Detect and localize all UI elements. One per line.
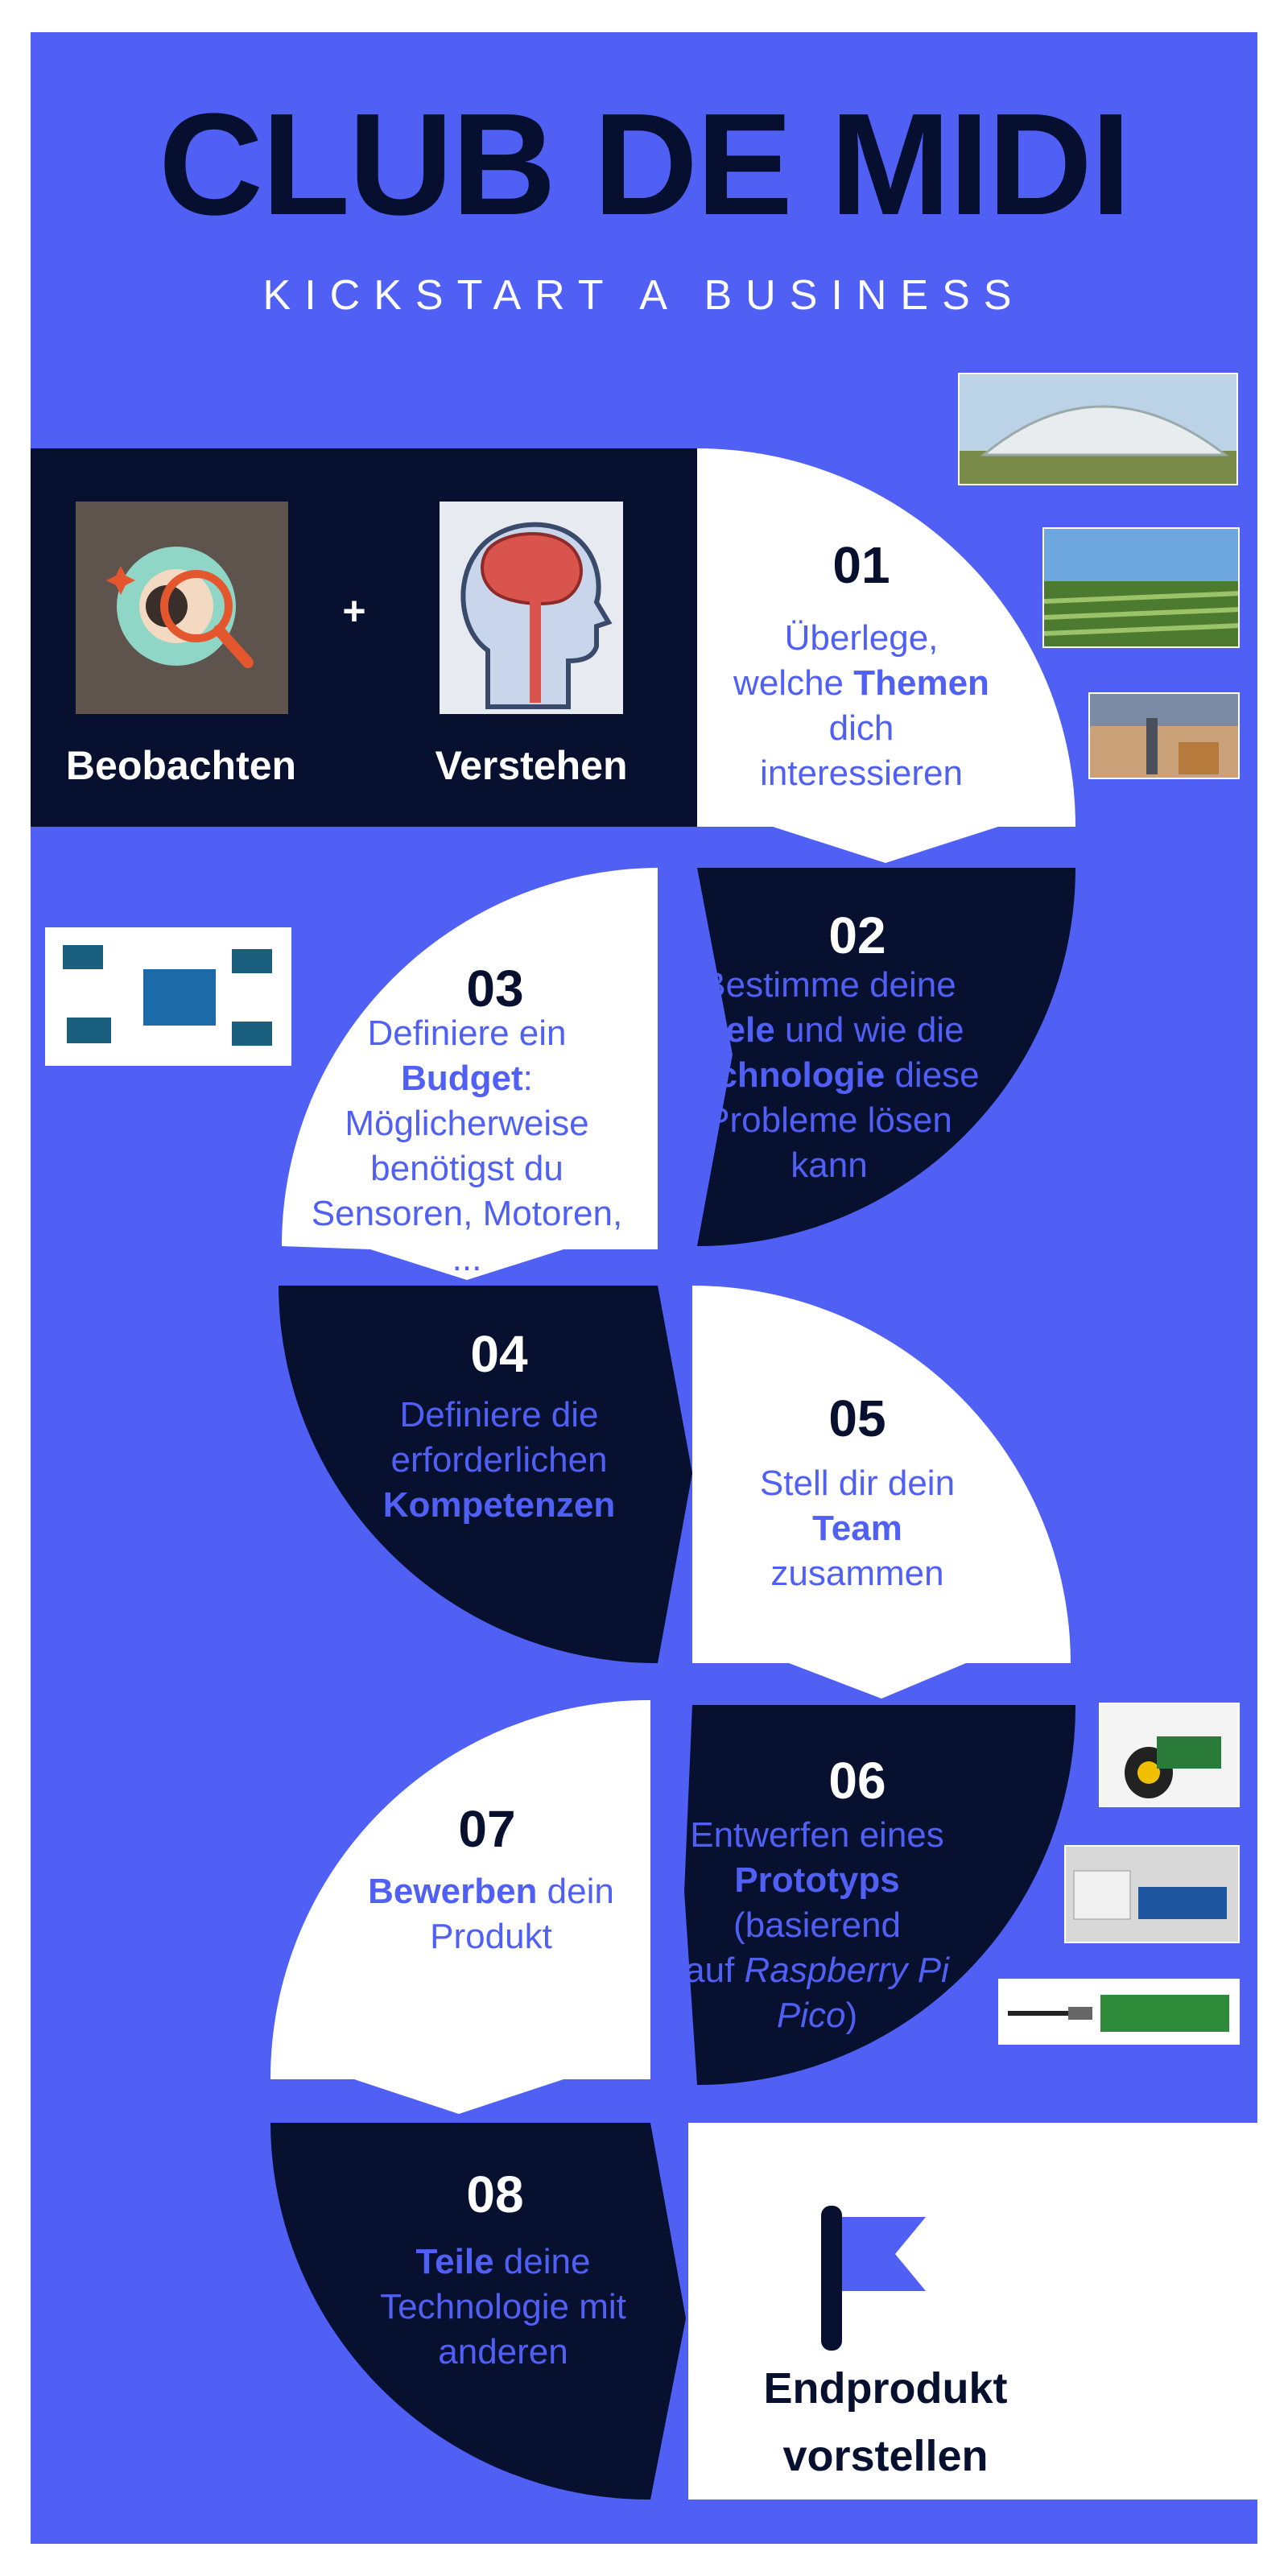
brain-head-icon bbox=[460, 522, 613, 709]
warehouse-robot-photo bbox=[1088, 692, 1240, 779]
observe-icon-tile bbox=[76, 502, 288, 714]
page-title: CLUB DE MIDI bbox=[159, 84, 1131, 246]
step-08-text: Teile deine Technologie mit anderen bbox=[380, 2242, 626, 2372]
eye-magnifier-icon bbox=[106, 547, 254, 668]
step-04-shape bbox=[279, 1286, 692, 1664]
step-06-shape bbox=[684, 1705, 1076, 2085]
raspberry-pi-pico-photo bbox=[998, 1979, 1240, 2045]
page-subtitle: KICKSTART A BUSINESS bbox=[262, 272, 1026, 319]
step-02-shape bbox=[697, 868, 1075, 1246]
step-08-shape bbox=[270, 2123, 686, 2500]
flag-icon bbox=[821, 2206, 926, 2351]
arduino-sensors-photo bbox=[45, 927, 291, 1066]
step-01-shape bbox=[697, 448, 1075, 863]
step-01-number: 01 bbox=[832, 536, 890, 594]
lcd-breadboard-photo bbox=[1064, 1845, 1240, 1943]
irrigation-field-photo bbox=[1042, 527, 1240, 648]
step-03-text: Definiere ein Budget: Möglicherweise ben… bbox=[311, 1013, 623, 1278]
understand-icon-tile bbox=[440, 502, 623, 714]
step-02-number: 02 bbox=[828, 906, 886, 964]
step-04-text: Definiere die erforderlichen Kompetenzen bbox=[382, 1395, 616, 1525]
greenhouse-photo bbox=[958, 373, 1238, 485]
step-03-number: 03 bbox=[466, 960, 524, 1018]
step-07-shape bbox=[270, 1699, 650, 2114]
step-07-number: 07 bbox=[458, 1800, 516, 1858]
step-08-number: 08 bbox=[466, 2165, 524, 2223]
step-05-text: Stell dir dein Team zusammen bbox=[759, 1463, 956, 1593]
step-06-number: 06 bbox=[828, 1752, 886, 1810]
robot-car-photo bbox=[1099, 1703, 1240, 1807]
step-01-text: Überlege, welche Themen dich interessier… bbox=[733, 618, 989, 793]
step-03-shape bbox=[282, 868, 658, 1280]
understand-label: Verstehen bbox=[435, 743, 628, 788]
step-06-text: Entwerfen eines Prototyps (basierend auf… bbox=[685, 1815, 949, 2035]
final-box bbox=[688, 2123, 1257, 2500]
final-label: Endprodukt vorstellen bbox=[763, 2364, 1008, 2480]
step-04-number: 04 bbox=[470, 1325, 528, 1383]
step-05-number: 05 bbox=[828, 1389, 886, 1447]
step-05-shape bbox=[692, 1286, 1071, 1699]
step-02-text: Bestimme deine Ziele und wie die Technol… bbox=[679, 965, 980, 1185]
intro-plus: + bbox=[342, 588, 366, 634]
observe-label: Beobachten bbox=[65, 743, 297, 788]
step-07-text: Bewerben dein Produkt bbox=[368, 1872, 614, 1956]
